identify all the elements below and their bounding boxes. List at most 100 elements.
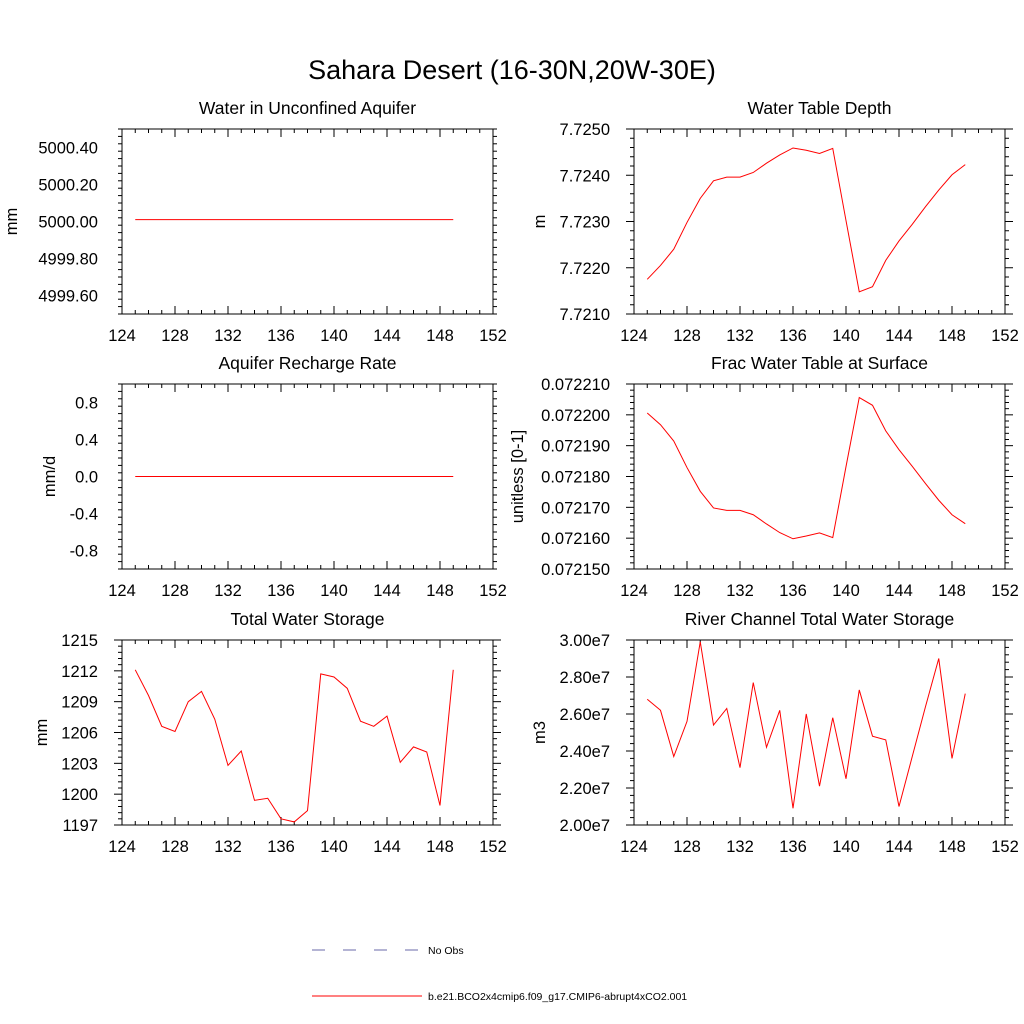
x-tick-label: 152 xyxy=(479,327,507,345)
legend-label: b.e21.BCO2x4cmip6.f09_g17.CMIP6-abrupt4x… xyxy=(428,991,687,1003)
plot-frame xyxy=(633,639,1006,826)
legend: No Obs b.e21.BCO2x4cmip6.f09_g17.CMIP6-ab… xyxy=(312,945,687,1003)
x-tick-label: 144 xyxy=(373,838,401,856)
y-tick-label: 0.072200 xyxy=(541,407,610,425)
panel-title: Aquifer Recharge Rate xyxy=(218,353,396,373)
y-tick-label: 2.20e7 xyxy=(560,780,610,798)
x-tick-label: 144 xyxy=(885,838,913,856)
x-tick-label: 140 xyxy=(832,838,860,856)
legend-entry: No Obs xyxy=(312,945,464,957)
x-tick-label: 132 xyxy=(214,327,242,345)
x-tick-label: 140 xyxy=(832,327,860,345)
y-tick-label: 1203 xyxy=(61,755,98,773)
y-tick-label: 0.072210 xyxy=(541,376,610,394)
x-tick-label: 128 xyxy=(673,838,701,856)
x-tick-label: 152 xyxy=(479,582,507,600)
y-tick-label: 1206 xyxy=(61,725,98,743)
x-tick-label: 152 xyxy=(991,582,1019,600)
x-tick-label: 148 xyxy=(938,327,966,345)
y-tick-label: 7.7220 xyxy=(560,260,610,278)
panel-title: Frac Water Table at Surface xyxy=(711,353,928,373)
y-tick-label: 0.072170 xyxy=(541,499,610,517)
plot-frame xyxy=(121,639,494,826)
y-tick-label: 2.60e7 xyxy=(560,706,610,724)
y-tick-label: 1200 xyxy=(61,786,98,804)
panel-6: River Channel Total Water Storage 124 128 1… xyxy=(531,609,1019,856)
y-tick-label: 7.7230 xyxy=(560,214,610,232)
y-tick-label: 5000.20 xyxy=(38,177,98,195)
x-tick-label: 128 xyxy=(161,327,189,345)
panel-2: Water Table Depth 124 128 132 136 140 144 148 15… xyxy=(531,98,1019,345)
x-tick-label: 152 xyxy=(991,838,1019,856)
y-axis-label: m3 xyxy=(531,721,549,744)
x-tick-label: 152 xyxy=(991,327,1019,345)
y-tick-label: 0.072160 xyxy=(541,530,610,548)
legend-label: No Obs xyxy=(428,945,464,957)
y-tick-label: 0.072190 xyxy=(541,438,610,456)
x-tick-label: 128 xyxy=(161,838,189,856)
x-tick-label: 136 xyxy=(267,582,295,600)
plot-frame xyxy=(633,128,1006,315)
y-tick-label: 1212 xyxy=(61,663,98,681)
x-tick-label: 140 xyxy=(320,327,348,345)
y-tick-label: -0.4 xyxy=(70,506,98,524)
x-tick-label: 148 xyxy=(426,327,454,345)
x-tick-label: 140 xyxy=(320,838,348,856)
plot-frame xyxy=(121,128,494,315)
y-tick-label: 2.00e7 xyxy=(560,817,610,835)
y-tick-label: 2.80e7 xyxy=(560,669,610,687)
x-tick-label: 124 xyxy=(108,838,136,856)
y-tick-label: 0.072150 xyxy=(541,561,610,579)
x-tick-label: 136 xyxy=(779,838,807,856)
y-tick-label: 4999.60 xyxy=(38,288,98,306)
x-tick-label: 128 xyxy=(161,582,189,600)
y-tick-label: 1197 xyxy=(63,817,98,835)
y-tick-label: 0.072180 xyxy=(541,469,610,487)
y-axis-label: m xyxy=(531,215,549,229)
x-tick-label: 132 xyxy=(726,327,754,345)
figure-title: Sahara Desert (16-30N,20W-30E) xyxy=(308,55,716,85)
panel-title: Water in Unconfined Aquifer xyxy=(199,98,416,118)
y-axis-label: mm xyxy=(3,208,21,236)
x-tick-label: 140 xyxy=(320,582,348,600)
x-tick-label: 148 xyxy=(938,838,966,856)
x-tick-label: 148 xyxy=(938,582,966,600)
y-tick-label: 7.7210 xyxy=(560,306,610,324)
y-tick-label: 0.8 xyxy=(75,395,98,413)
y-axis-label: mm xyxy=(33,719,51,747)
series-line xyxy=(134,669,454,823)
y-axis-label: mm/d xyxy=(41,456,59,497)
y-tick-label: -0.8 xyxy=(70,543,98,561)
y-axis-label: unitless [0-1] xyxy=(509,430,527,524)
y-tick-label: 0.4 xyxy=(75,432,98,450)
x-tick-label: 144 xyxy=(373,582,401,600)
x-tick-label: 144 xyxy=(885,582,913,600)
panel-1: Water in Unconfined Aquifer 124 128 132 136 1… xyxy=(3,98,507,345)
y-tick-label: 4999.80 xyxy=(38,251,98,269)
x-tick-label: 136 xyxy=(267,327,295,345)
legend-entry: b.e21.BCO2x4cmip6.f09_g17.CMIP6-abrupt4x… xyxy=(312,991,687,1003)
y-tick-label: 2.40e7 xyxy=(560,743,610,761)
x-tick-label: 124 xyxy=(108,582,136,600)
x-tick-label: 128 xyxy=(673,582,701,600)
x-tick-label: 136 xyxy=(779,327,807,345)
y-tick-label: 3.00e7 xyxy=(560,632,610,650)
x-tick-label: 124 xyxy=(620,582,648,600)
plot-frame xyxy=(633,383,1006,570)
x-tick-label: 124 xyxy=(620,838,648,856)
x-tick-label: 132 xyxy=(214,582,242,600)
x-tick-label: 132 xyxy=(726,838,754,856)
y-tick-label: 5000.40 xyxy=(38,140,98,158)
x-tick-label: 144 xyxy=(373,327,401,345)
y-tick-label: 5000.00 xyxy=(38,214,98,232)
panels: Water in Unconfined Aquifer 124 128 132 136 1… xyxy=(3,98,1019,856)
panel-title: Water Table Depth xyxy=(748,98,892,118)
series-line xyxy=(646,641,966,809)
x-tick-label: 132 xyxy=(726,582,754,600)
y-tick-label: 7.7240 xyxy=(560,167,610,185)
x-tick-label: 124 xyxy=(108,327,136,345)
series-line xyxy=(646,396,966,540)
x-tick-label: 136 xyxy=(779,582,807,600)
x-tick-label: 148 xyxy=(426,582,454,600)
